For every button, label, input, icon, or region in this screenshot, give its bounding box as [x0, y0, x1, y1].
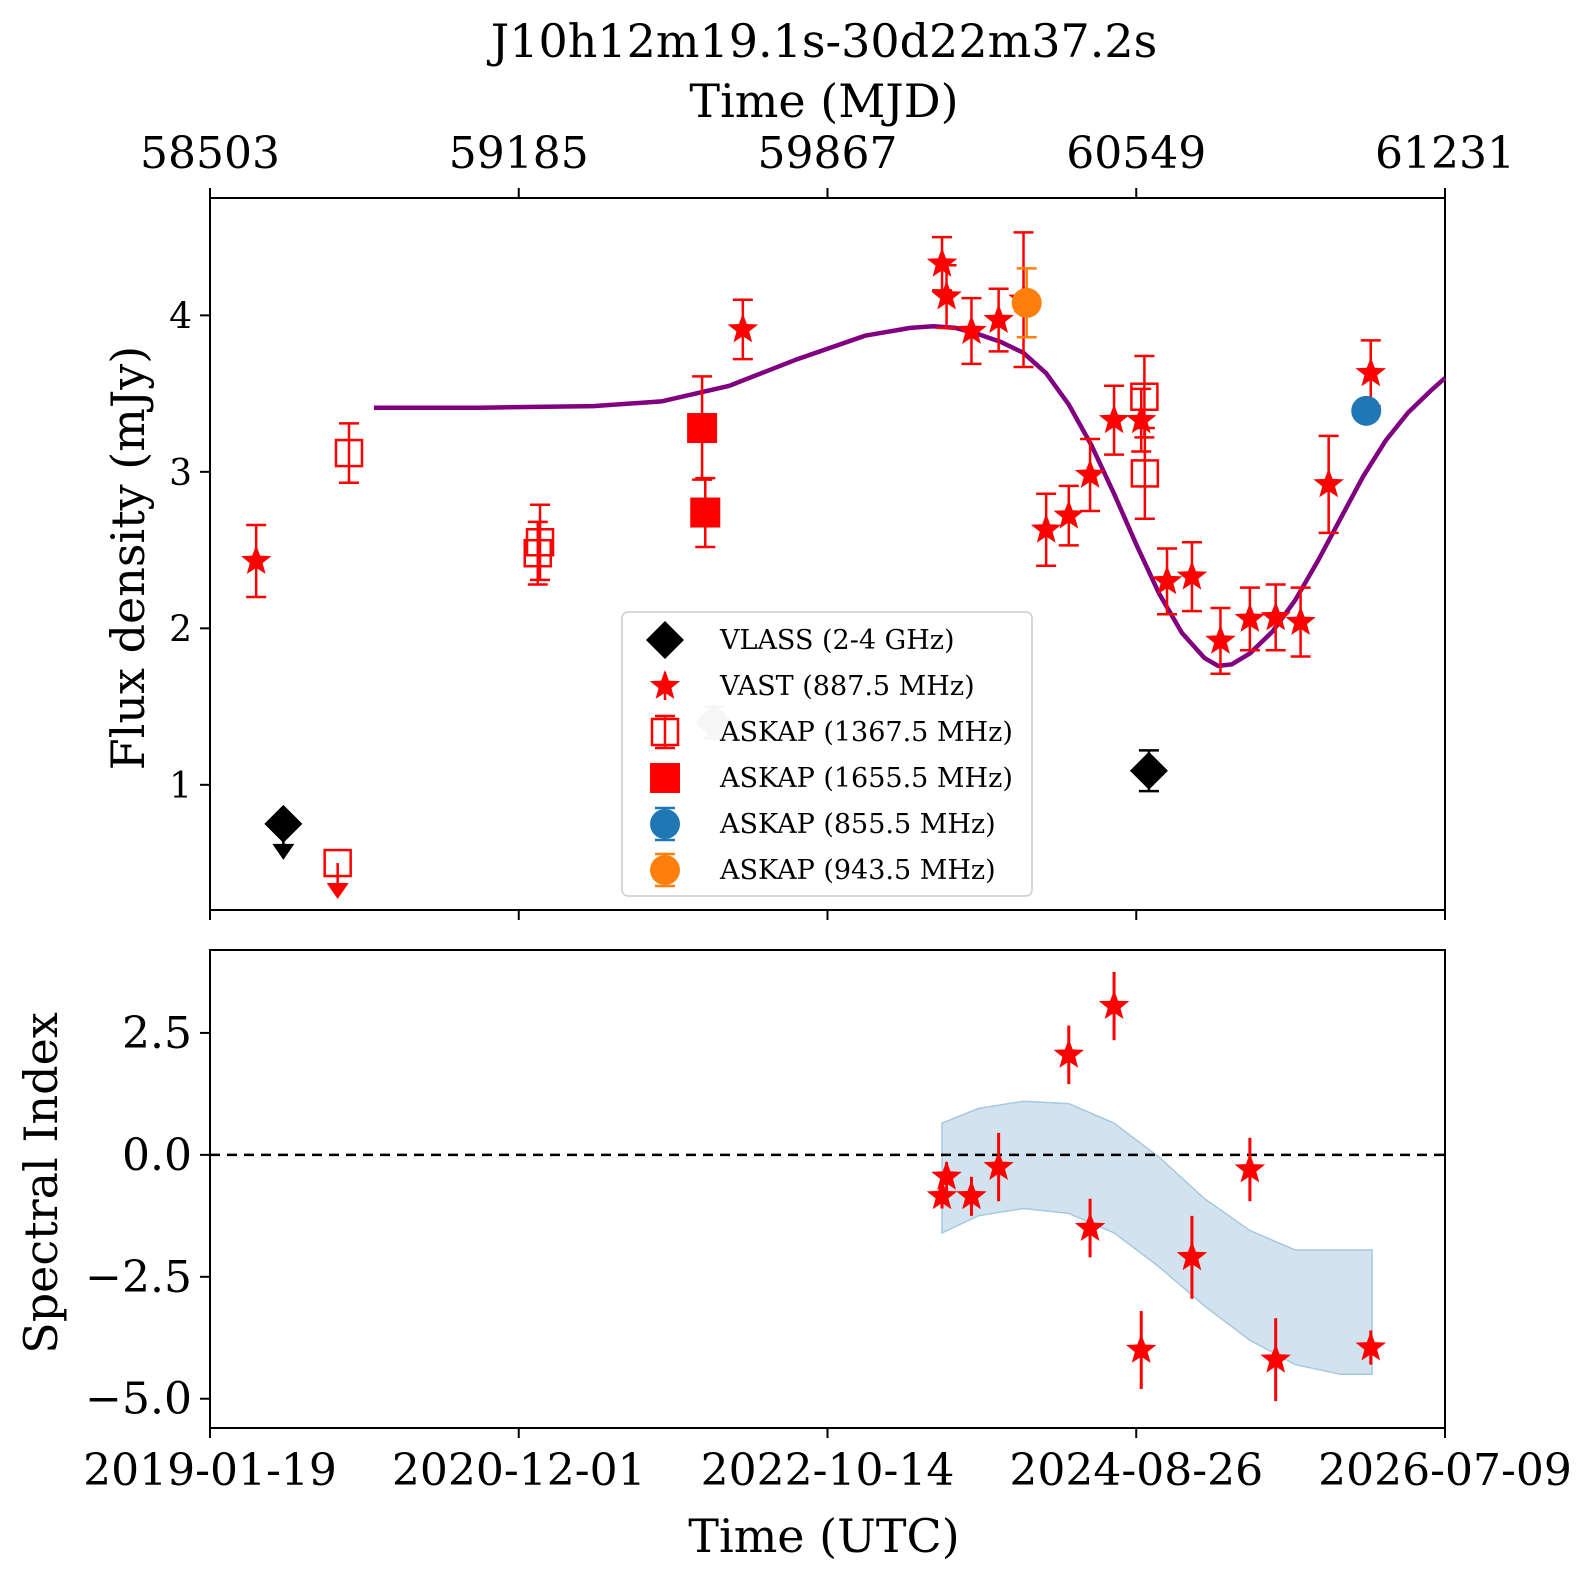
askap-1367-5-mhz--point: [1130, 459, 1160, 488]
legend-vlass-2-4-ghz--marker: [646, 621, 684, 659]
spectral-index-point: [1074, 1212, 1106, 1241]
legend-vast-887-5-mhz--label: VAST (887.5 MHz): [719, 671, 975, 702]
bottom-x-tick-label: 2024-08-26: [1009, 1445, 1263, 1496]
flux-y-tick-label: 1: [169, 766, 192, 807]
bottom-x-tick-label: 2026-07-09: [1318, 1445, 1572, 1496]
spectral-index-point: [1053, 1038, 1084, 1068]
vast-887-5-mhz--point: [1151, 565, 1183, 595]
legend-askap-1367-5-mhz--label: ASKAP (1367.5 MHz): [719, 717, 1013, 748]
askap-1367-5-mhz--point: [1130, 382, 1159, 411]
spectral-index-panel: 2019-01-19 2020-12-01 2022-10-14 2024-08-26…: [83, 949, 1572, 1496]
spectral-index-point: [926, 1180, 958, 1210]
spectral-y-axis-title: Spectral Index: [14, 1012, 68, 1354]
flux-density-panel: 58503 59185 59867 60549 61231 1 2 3 4: [140, 128, 1515, 920]
bottom-x-tick-label: 2020-12-01: [392, 1445, 646, 1496]
legend-vast-887-5-mhz--marker: [649, 670, 681, 699]
spectral-y-tick-label: 2.5: [122, 1008, 192, 1059]
spectral-y-tick-label: −5.0: [85, 1374, 192, 1425]
askap-1367-5-mhz--upper-limit-arrow: [326, 883, 349, 900]
spectral-index-band: [941, 1100, 1373, 1376]
flux-y-tick-label: 3: [169, 453, 192, 494]
top-x-tick-label: 59185: [449, 128, 589, 179]
askap-1367-5-mhz--point: [334, 438, 364, 468]
askap-855-5-mhz--point: [1351, 395, 1382, 426]
bottom-x-tick-label: 2022-10-14: [701, 1445, 955, 1496]
askap-1655-5-mhz--point: [690, 497, 721, 528]
askap-943-5-mhz--point: [1011, 287, 1042, 318]
flux-y-axis-title: Flux density (mJy): [101, 346, 155, 770]
top-x-tick-label: 60549: [1066, 128, 1206, 179]
flux-y-tick-label: 4: [169, 296, 192, 337]
spectral-index-point: [1355, 1331, 1386, 1361]
top-x-tick-label: 59867: [758, 128, 898, 179]
legend: VLASS (2-4 GHz) VAST (887.5 MHz) ASKAP (13…: [621, 611, 1033, 897]
vast-887-5-mhz--point: [983, 304, 1014, 333]
askap-1367-5-mhz--point: [323, 848, 352, 878]
vast-887-5-mhz--point: [956, 315, 987, 344]
askap-1367-5-mhz--point: [523, 538, 553, 568]
legend-askap-1655-5-mhz--label: ASKAP (1655.5 MHz): [719, 763, 1013, 794]
chart-title: J10h12m19.1s-30d22m37.2s: [487, 14, 1157, 68]
spectral-index-point: [1098, 990, 1130, 1019]
vast-887-5-mhz--point: [1205, 624, 1236, 654]
vast-887-5-mhz--point: [1260, 601, 1291, 631]
legend-askap-1655-5-mhz--marker: [650, 763, 680, 793]
legend-askap-855-5-mhz--label: ASKAP (855.5 MHz): [719, 809, 996, 840]
spectral-plot-frame: [209, 949, 1446, 1429]
vast-887-5-mhz--point: [1098, 404, 1130, 434]
spectral-index-point: [931, 1160, 962, 1190]
spectral-index-point: [1234, 1153, 1266, 1183]
askap-1367-5-mhz--point: [525, 528, 555, 557]
vast-887-5-mhz--point: [1355, 357, 1386, 387]
vlass-2-4-ghz--point: [1129, 751, 1168, 790]
vlass-2-4-ghz--point: [264, 804, 303, 843]
legend-frame: [621, 611, 1033, 897]
vast-887-5-mhz--point: [1053, 499, 1084, 529]
vast-887-5-mhz--point: [1176, 560, 1208, 590]
top-x-axis-title: Time (MJD): [689, 74, 958, 128]
vast-887-5-mhz--point: [1126, 404, 1157, 434]
spectral-index-point: [1176, 1241, 1208, 1271]
top-x-tick-label: 58503: [140, 128, 280, 179]
vast-887-5-mhz--point: [727, 313, 759, 343]
vast-887-5-mhz--point: [1074, 459, 1106, 488]
spectral-y-tick-label: −2.5: [85, 1252, 192, 1303]
spectral-index-point: [1260, 1343, 1291, 1373]
vast-887-5-mhz--point: [1285, 606, 1316, 635]
legend-askap-943-5-mhz--marker: [650, 855, 680, 885]
flux-y-tick-label: 2: [169, 609, 192, 650]
spectral-index-point: [956, 1180, 987, 1210]
vast-887-5-mhz--point: [1234, 602, 1266, 632]
vast-887-5-mhz--point: [241, 545, 272, 574]
spectral-y-tick-label: 0.0: [122, 1130, 192, 1181]
vlass-2-4-ghz--upper-limit-arrow: [272, 843, 295, 860]
vast-887-5-mhz--point: [1030, 513, 1062, 543]
legend-vlass-2-4-ghz--label: VLASS (2-4 GHz): [719, 625, 955, 656]
legend-askap-855-5-mhz--marker: [650, 809, 680, 839]
vast-887-5-mhz--point: [926, 247, 958, 277]
bottom-x-axis-title: Time (UTC): [688, 1509, 959, 1563]
spectral-index-point: [983, 1151, 1014, 1180]
bottom-x-tick-label: 2019-01-19: [83, 1445, 337, 1496]
spectral-index-point: [1126, 1334, 1157, 1363]
askap-1655-5-mhz--point: [687, 413, 718, 444]
top-x-tick-label: 61231: [1375, 128, 1515, 179]
vast-887-5-mhz--point: [1313, 468, 1344, 498]
legend-askap-1367-5-mhz--marker: [650, 717, 680, 747]
legend-askap-943-5-mhz--label: ASKAP (943.5 MHz): [719, 855, 996, 886]
vast-887-5-mhz--point: [931, 280, 962, 310]
